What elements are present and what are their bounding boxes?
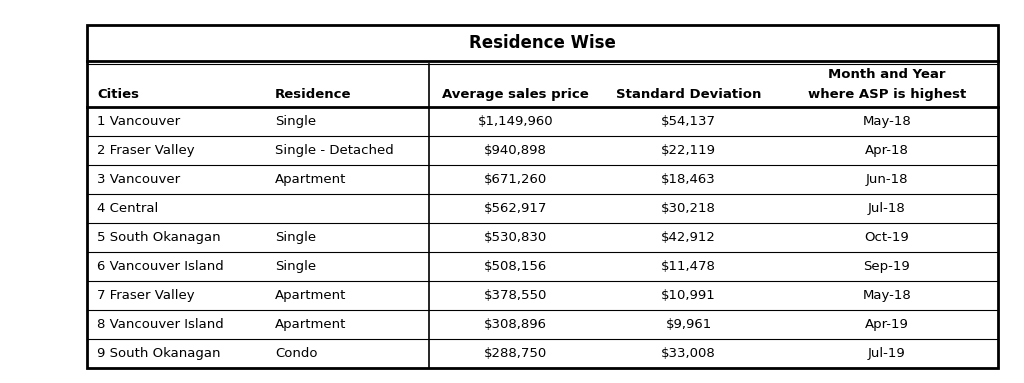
Text: Apartment: Apartment [275, 173, 346, 186]
Text: $11,478: $11,478 [662, 260, 716, 273]
Text: Jul-19: Jul-19 [868, 347, 905, 360]
Text: Month and Year: Month and Year [828, 68, 945, 81]
Text: Single: Single [275, 231, 316, 244]
Text: Average sales price: Average sales price [442, 88, 589, 101]
Text: $308,896: $308,896 [484, 318, 547, 331]
Text: $22,119: $22,119 [662, 144, 716, 157]
Text: Apr-19: Apr-19 [865, 318, 908, 331]
Text: Jun-18: Jun-18 [865, 173, 908, 186]
Text: Single: Single [275, 260, 316, 273]
Text: 2 Fraser Valley: 2 Fraser Valley [97, 144, 195, 157]
Bar [87, 25, 998, 368]
Text: where ASP is highest: where ASP is highest [808, 88, 966, 101]
Text: 1 Vancouver: 1 Vancouver [97, 115, 180, 128]
Text: 6 Vancouver Island: 6 Vancouver Island [97, 260, 224, 273]
Text: $530,830: $530,830 [483, 231, 547, 244]
Text: $940,898: $940,898 [484, 144, 547, 157]
Text: Apr-18: Apr-18 [865, 144, 908, 157]
Text: $42,912: $42,912 [662, 231, 716, 244]
Text: Residence: Residence [275, 88, 351, 101]
Text: $378,550: $378,550 [483, 289, 547, 302]
Text: $1,149,960: $1,149,960 [477, 115, 553, 128]
Text: May-18: May-18 [862, 289, 911, 302]
Text: Residence Wise: Residence Wise [469, 34, 616, 52]
Text: $288,750: $288,750 [483, 347, 547, 360]
Text: Single: Single [275, 115, 316, 128]
Text: $508,156: $508,156 [483, 260, 547, 273]
Text: $671,260: $671,260 [483, 173, 547, 186]
Text: Jul-18: Jul-18 [868, 202, 905, 215]
Text: $30,218: $30,218 [662, 202, 716, 215]
Text: 9 South Okanagan: 9 South Okanagan [97, 347, 221, 360]
Text: Apartment: Apartment [275, 289, 346, 302]
Text: 8 Vancouver Island: 8 Vancouver Island [97, 318, 224, 331]
Text: $18,463: $18,463 [662, 173, 716, 186]
Text: Oct-19: Oct-19 [864, 231, 909, 244]
Text: 4 Central: 4 Central [97, 202, 159, 215]
Text: Condo: Condo [275, 347, 317, 360]
Text: $33,008: $33,008 [662, 347, 716, 360]
Text: $10,991: $10,991 [662, 289, 716, 302]
Text: May-18: May-18 [862, 115, 911, 128]
Text: $9,961: $9,961 [666, 318, 712, 331]
Text: $562,917: $562,917 [483, 202, 547, 215]
Text: 5 South Okanagan: 5 South Okanagan [97, 231, 221, 244]
Text: Single - Detached: Single - Detached [275, 144, 394, 157]
Text: Standard Deviation: Standard Deviation [615, 88, 761, 101]
Text: Apartment: Apartment [275, 318, 346, 331]
Text: 3 Vancouver: 3 Vancouver [97, 173, 180, 186]
Text: $54,137: $54,137 [662, 115, 716, 128]
Text: Sep-19: Sep-19 [863, 260, 910, 273]
Text: Cities: Cities [97, 88, 139, 101]
Text: 7 Fraser Valley: 7 Fraser Valley [97, 289, 195, 302]
